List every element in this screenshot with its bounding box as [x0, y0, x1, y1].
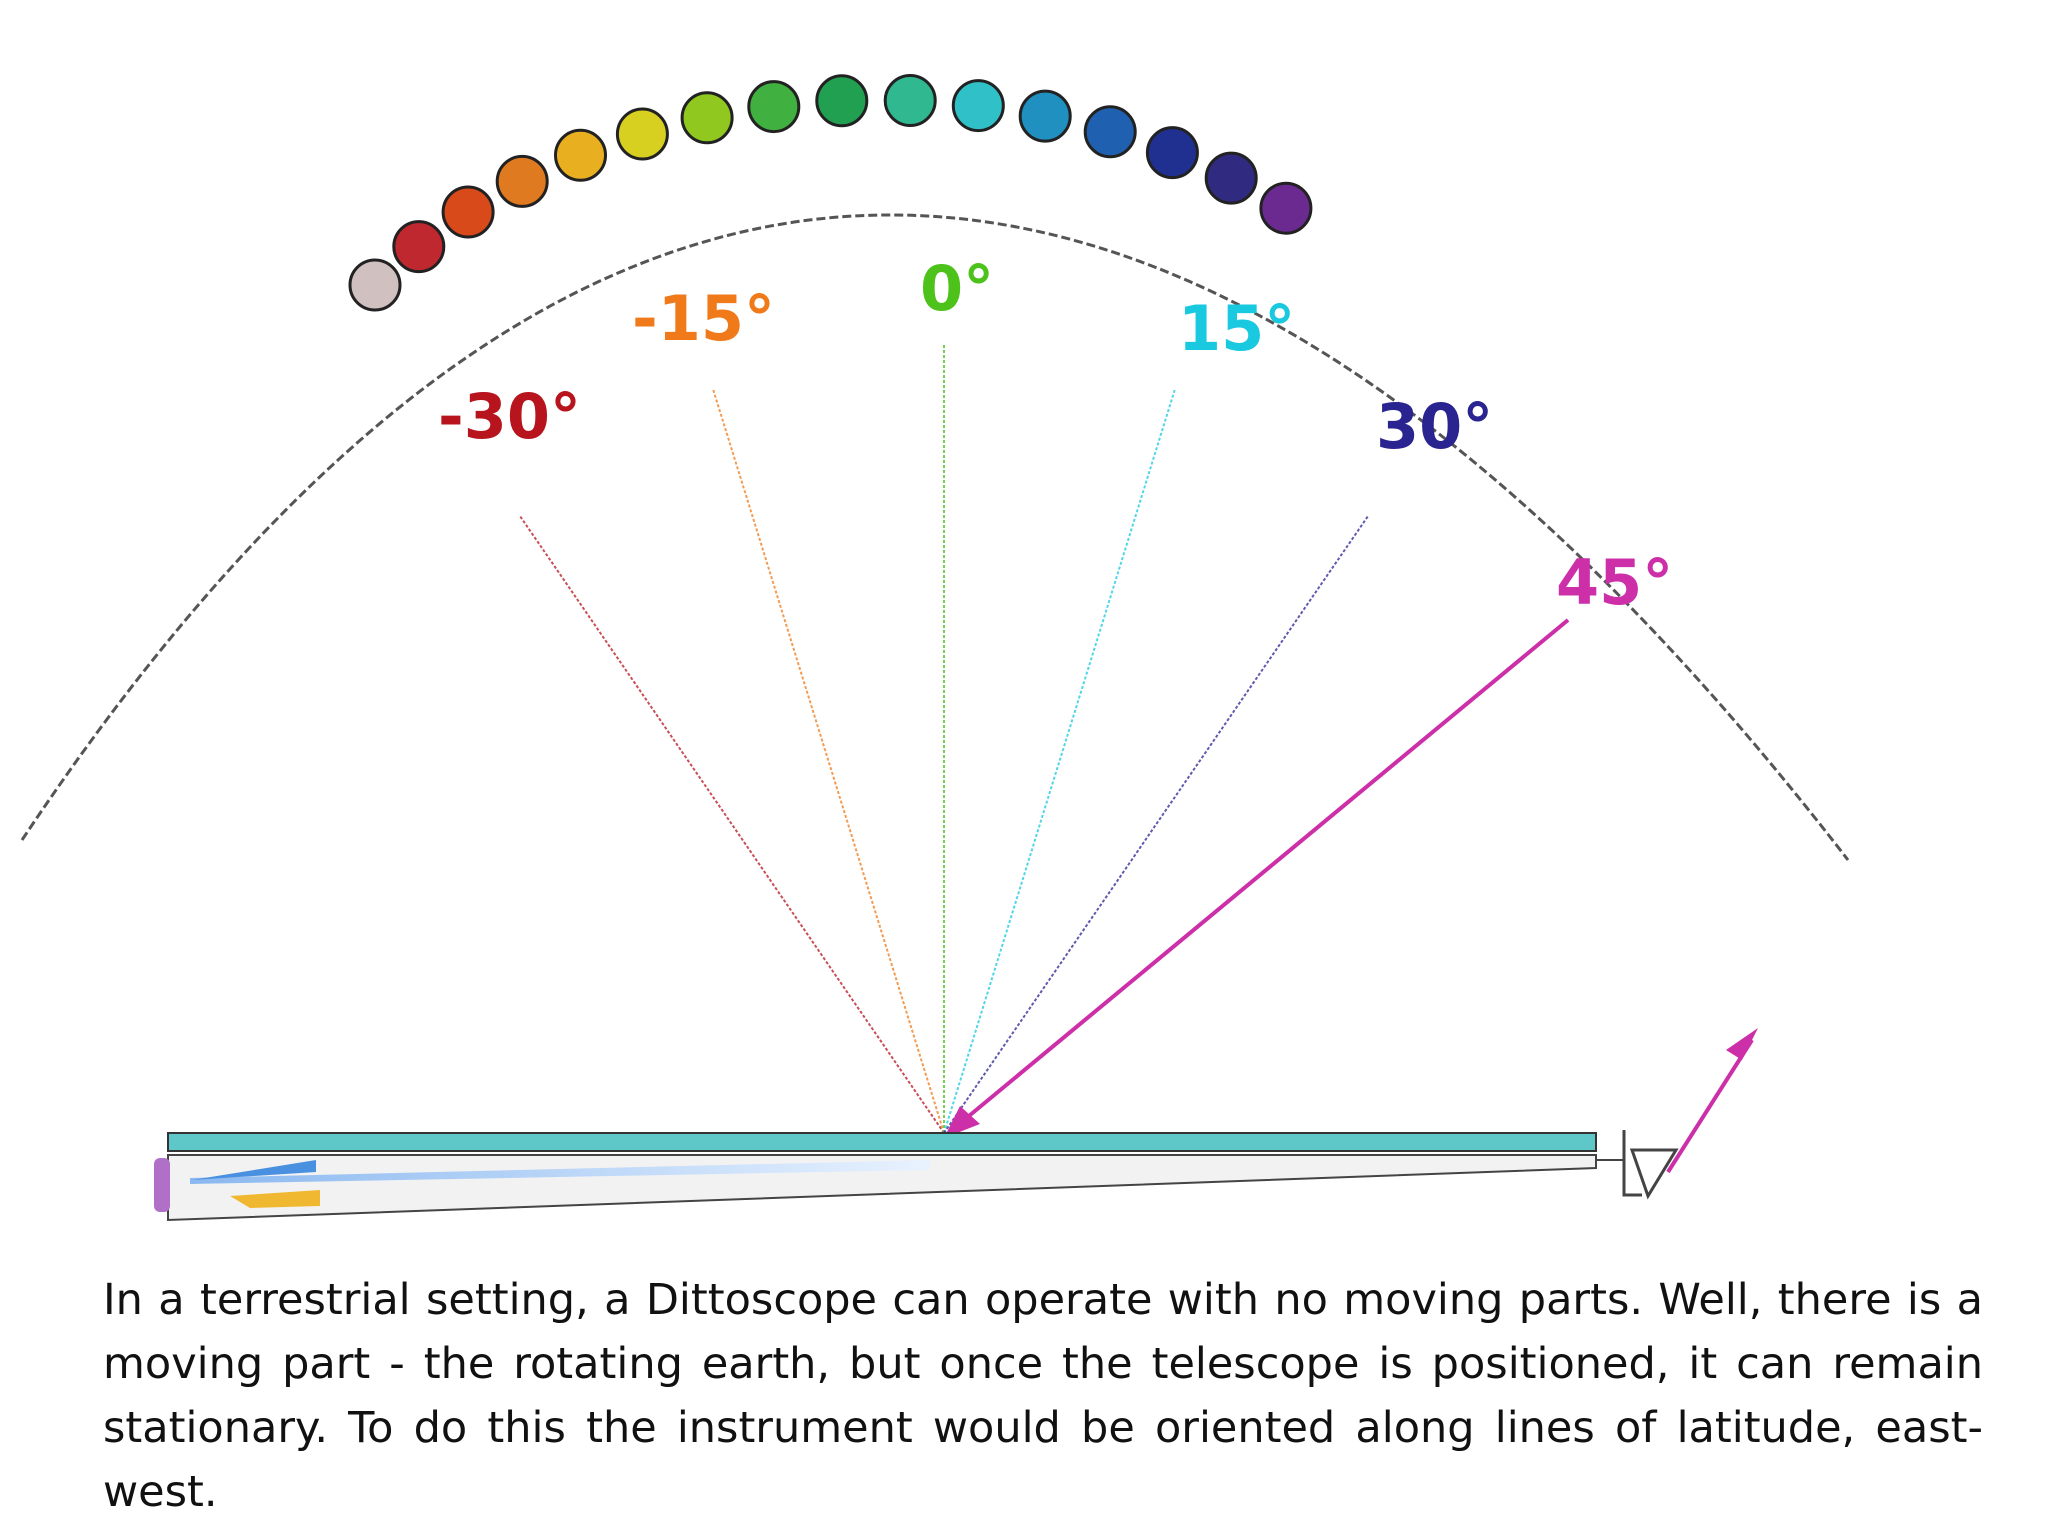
- spectrum-dot: [495, 154, 549, 208]
- spectrum-dot: [615, 107, 669, 161]
- caption-text: In a terrestrial setting, a Dittoscope c…: [103, 1275, 1983, 1517]
- spectrum-dot: [747, 80, 801, 134]
- spectrum-dot: [554, 128, 607, 182]
- orange-light-band: [230, 1190, 320, 1208]
- spectrum-dot: [1204, 151, 1258, 205]
- ray-line: [518, 514, 945, 1134]
- spectrum-dot: [883, 74, 937, 127]
- angle-label: -15°: [632, 282, 775, 355]
- spectrum-dot: [815, 74, 869, 128]
- sky-arc: [20, 213, 1850, 861]
- spectrum-dot: [1259, 181, 1313, 235]
- blue-light-band: [190, 1160, 930, 1184]
- spectrum-dot: [1083, 105, 1137, 159]
- telescope: [154, 1130, 1679, 1222]
- angle-label: 0°: [920, 252, 994, 325]
- spectrum-dot: [392, 220, 446, 274]
- telescope-grating: [167, 1132, 1597, 1152]
- detector-prism: [1629, 1148, 1679, 1200]
- spectrum-dot: [951, 79, 1005, 133]
- ray-line: [711, 387, 945, 1134]
- spectrum-dot: [348, 258, 402, 312]
- angle-label: 30°: [1376, 390, 1493, 463]
- eyepiece-cap: [154, 1158, 170, 1212]
- ray-lines: [518, 343, 1370, 1134]
- exit-ray: [1666, 1038, 1754, 1174]
- incident-ray-45: [950, 618, 1570, 1132]
- spectrum-dots: [348, 74, 1313, 312]
- angle-labels: -30° -15° 0° 15° 30° 45°: [438, 252, 1673, 619]
- blue-arrowhead: [192, 1160, 316, 1180]
- spectrum-dot: [1018, 89, 1072, 143]
- dittoscope-diagram: -30° -15° 0° 15° 30° 45°: [20, 74, 1850, 1222]
- angle-label: -30°: [438, 380, 581, 453]
- spectrum-dot: [441, 185, 495, 239]
- spectrum-dot: [1145, 126, 1199, 180]
- ray-line: [943, 387, 1177, 1134]
- ray-line: [943, 514, 1370, 1134]
- incident-arrowhead: [944, 1106, 980, 1138]
- detector-bracket: [1622, 1130, 1642, 1197]
- exit-arrowhead: [1726, 1028, 1758, 1060]
- spectrum-dot: [680, 91, 734, 145]
- angle-label: 45°: [1556, 546, 1673, 619]
- angle-label: 15°: [1178, 292, 1295, 365]
